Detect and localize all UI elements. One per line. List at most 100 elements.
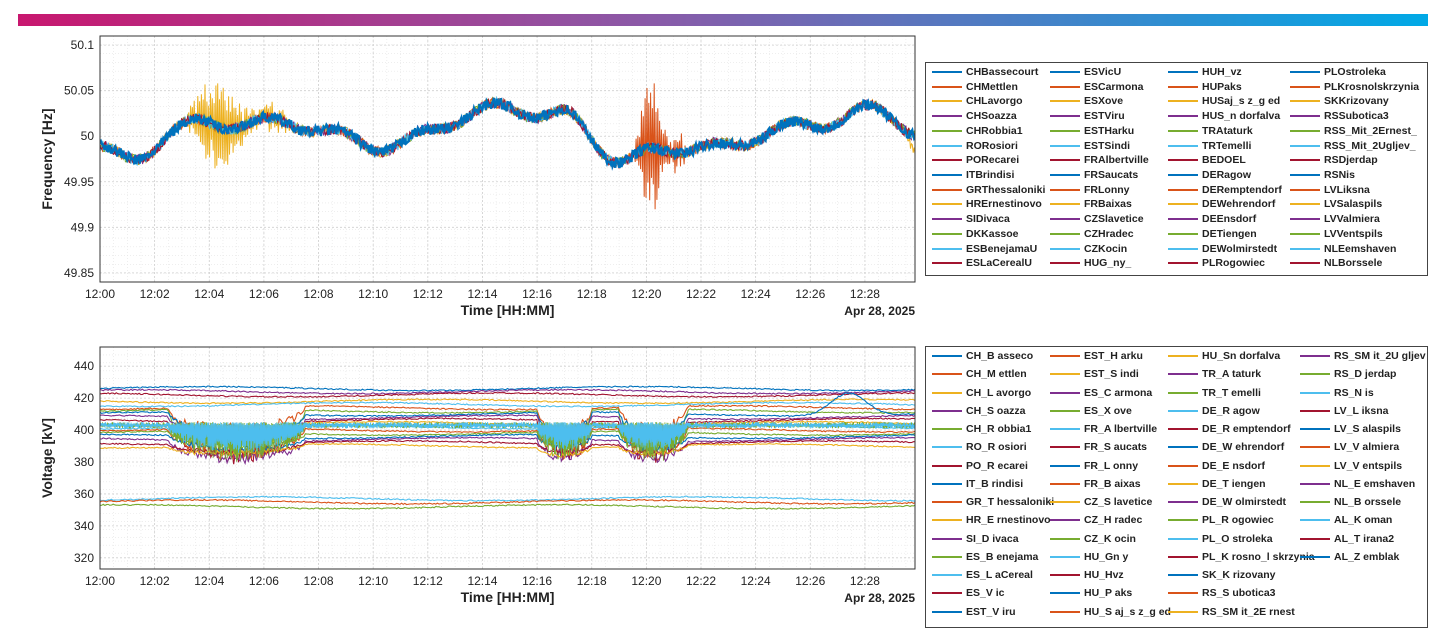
legend-swatch <box>1300 519 1330 522</box>
y-tick-label: 340 <box>74 519 94 533</box>
frequency-series-group <box>100 83 915 210</box>
x-tick-label: 12:24 <box>741 287 771 301</box>
legend-label: AL_T irana2 <box>1334 532 1395 545</box>
legend-label: ESCarmona <box>1084 80 1144 93</box>
legend-swatch <box>1300 555 1330 558</box>
legend-swatch <box>1168 71 1198 73</box>
legend-swatch <box>1300 501 1330 504</box>
legend-swatch <box>932 428 962 431</box>
y-tick-label: 49.9 <box>71 220 95 234</box>
legend-swatch <box>1290 218 1320 221</box>
legend-label: HU_Gn y <box>1084 550 1129 563</box>
x-tick-label: 12:16 <box>522 287 552 301</box>
legend-label: HRErnestinovo <box>966 198 1042 211</box>
legend-swatch <box>1050 409 1080 412</box>
legend-label: NL_E emshaven <box>1334 477 1416 490</box>
legend-label: GR_T hessaloniki <box>966 496 1055 509</box>
legend-swatch <box>1168 174 1198 176</box>
legend-swatch <box>1050 373 1080 376</box>
voltage-series-line <box>100 385 915 392</box>
legend-swatch <box>932 519 962 522</box>
legend-label: LVVentspils <box>1324 227 1383 240</box>
legend-swatch <box>932 174 962 176</box>
legend-swatch <box>932 188 962 191</box>
legend-label: SI_D ivaca <box>966 532 1019 545</box>
legend-label: TRTemelli <box>1202 139 1252 152</box>
legend-swatch <box>1168 610 1198 613</box>
legend-swatch <box>1290 159 1320 162</box>
legend-swatch <box>1050 174 1080 176</box>
legend-swatch <box>1050 188 1080 191</box>
legend-label: NLEemshaven <box>1324 242 1397 255</box>
legend-label: SKKrizovany <box>1324 95 1389 108</box>
legend-swatch <box>1050 232 1080 235</box>
frequency-chart: 49.85 49.9 49.95 50 50.05 50.1 12:00 12:02 12:04… <box>39 35 916 318</box>
legend-swatch <box>1050 71 1080 73</box>
legend-label: CH_M ettlen <box>966 368 1027 381</box>
x-tick-label: 12:16 <box>522 574 552 588</box>
legend-label: EST_S indi <box>1084 368 1139 381</box>
legend-label: ESTHarku <box>1084 124 1135 137</box>
legend-label: PLRogowiec <box>1202 257 1266 270</box>
legend-swatch <box>932 464 962 467</box>
x-tick-label: 12:12 <box>413 574 443 588</box>
legend-swatch <box>932 159 962 162</box>
legend-label: DE_T iengen <box>1202 477 1266 490</box>
legend-label: CH_R obbia1 <box>966 423 1032 436</box>
legend-label: HUSaj_s z_g ed <box>1202 95 1281 108</box>
legend-swatch <box>1168 519 1198 522</box>
voltage-series-line <box>100 398 915 405</box>
x-tick-label: 12:26 <box>795 574 825 588</box>
legend-swatch <box>1050 592 1080 595</box>
legend-label: HUG_ny_ <box>1084 257 1132 270</box>
legend-swatch <box>932 446 962 449</box>
legend-swatch <box>932 100 962 103</box>
y-tick-label: 49.95 <box>64 175 94 189</box>
legend-label: ES_X ove <box>1084 404 1132 417</box>
legend-label: DKKassoe <box>966 227 1019 240</box>
x-tick-label: 12:26 <box>795 287 825 301</box>
legend-label: ESXove <box>1084 95 1124 108</box>
y-tick-label: 50.05 <box>64 84 94 98</box>
legend-swatch <box>1050 501 1080 504</box>
legend-swatch <box>1290 247 1320 250</box>
legend-label: RS_SM it_2E rnest <box>1202 605 1295 618</box>
y-tick-label: 440 <box>74 359 94 373</box>
legend-label: RSNis <box>1324 169 1355 181</box>
legend-label: AL_Z emblak <box>1334 550 1400 563</box>
legend-label: IT_B rindisi <box>966 477 1024 490</box>
frequency-legend: CHBassecourt CHMettlen CHLavorgo CHSoazza CH… <box>925 62 1428 276</box>
legend-label: HU_Hvz <box>1084 569 1124 582</box>
legend-label: DE_R agow <box>1202 404 1260 417</box>
legend-swatch <box>932 373 962 376</box>
legend-swatch <box>1168 262 1198 265</box>
date-label: Apr 28, 2025 <box>844 304 915 318</box>
legend-label: LV_S alaspils <box>1334 423 1401 436</box>
legend-label: LVLiksna <box>1324 183 1370 196</box>
voltage-series-line <box>100 503 915 510</box>
legend-swatch <box>1290 100 1320 103</box>
legend-label: RSSubotica3 <box>1324 110 1389 123</box>
legend-label: HR_E rnestinovo <box>966 514 1051 527</box>
legend-swatch <box>932 355 962 357</box>
legend-swatch <box>1050 428 1080 431</box>
x-tick-label: 12:18 <box>577 287 607 301</box>
legend-swatch <box>1050 262 1080 265</box>
legend-label: DEEnsdorf <box>1202 213 1257 226</box>
legend-label: ES_V ic <box>966 587 1005 600</box>
x-tick-label: 12:00 <box>85 287 115 301</box>
legend-label: CZ_K ocin <box>1084 532 1136 545</box>
legend-swatch <box>932 391 962 394</box>
legend-label: NLBorssele <box>1324 257 1383 270</box>
legend-label: RSS_Mit_2Ernest_ <box>1324 124 1417 137</box>
legend-swatch <box>1290 188 1320 191</box>
legend-label: ES_B enejama <box>966 550 1039 563</box>
legend-label: CHBassecourt <box>966 66 1039 78</box>
legend-label: TRAtaturk <box>1202 124 1253 137</box>
header-gradient-bar <box>18 14 1428 26</box>
legend-label: CZSlavetice <box>1084 213 1144 226</box>
x-tick-label: 12:12 <box>413 287 443 301</box>
legend-label: CHMettlen <box>966 80 1018 93</box>
voltage-series-line <box>100 442 915 459</box>
x-tick-label: 12:24 <box>741 574 771 588</box>
